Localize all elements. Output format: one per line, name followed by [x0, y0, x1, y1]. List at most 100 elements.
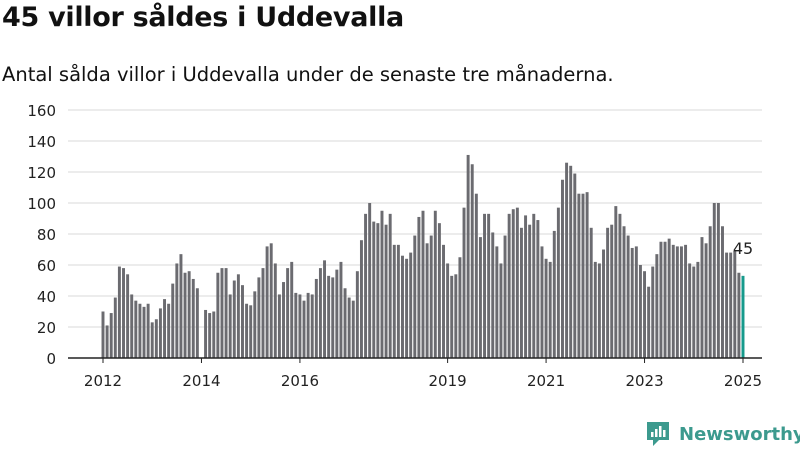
bar: [368, 203, 372, 358]
bar: [737, 272, 741, 358]
highlight-annotation: 45: [733, 239, 753, 258]
bar: [388, 213, 392, 358]
bar: [433, 210, 437, 358]
bar: [417, 216, 421, 358]
bar: [692, 266, 696, 358]
bar: [163, 299, 167, 358]
bar: [294, 292, 298, 358]
bar: [729, 252, 733, 358]
bar: [154, 319, 158, 358]
bar: [249, 305, 253, 358]
bar: [700, 237, 704, 358]
bar: [507, 213, 511, 358]
bar: [597, 263, 601, 358]
bar: [109, 313, 113, 358]
bar: [380, 210, 384, 358]
bar: [643, 271, 647, 358]
bar: [208, 313, 212, 358]
bar: [277, 294, 281, 358]
bar: [556, 207, 560, 358]
x-axis: 2012 2014 2016 2019 2021 2023 2025: [68, 357, 762, 390]
bar: [565, 162, 569, 358]
bar: [688, 263, 692, 358]
bar: [466, 154, 470, 358]
bar: [191, 278, 195, 358]
newsworthy-logo: Newsworthy: [645, 420, 800, 448]
bar: [273, 263, 277, 358]
bar: [585, 192, 589, 358]
bar: [105, 325, 109, 358]
y-tick-label: 60: [37, 257, 56, 275]
bar: [323, 260, 327, 358]
bar: [236, 274, 240, 358]
bar: [589, 227, 593, 358]
bar: [318, 268, 322, 358]
bar: [721, 226, 724, 358]
bar: [425, 243, 429, 358]
bar: [150, 322, 154, 358]
y-tick-label: 160: [27, 102, 56, 120]
bar: [142, 306, 146, 358]
bar: [561, 179, 564, 358]
bar-highlight: [741, 275, 745, 358]
bar: [478, 237, 482, 358]
bar: [298, 294, 302, 358]
x-tick-label: 2019: [429, 372, 467, 390]
bar: [167, 303, 171, 358]
bar: [269, 243, 273, 358]
y-tick-label: 20: [37, 319, 56, 337]
bar: [548, 261, 552, 358]
bar: [392, 244, 396, 358]
bar: [733, 251, 737, 358]
bar: [487, 213, 491, 358]
bar: [257, 277, 261, 358]
bar: [405, 258, 409, 358]
bar: [310, 294, 314, 358]
bar: [228, 294, 232, 358]
bar: [158, 308, 162, 358]
bar: [655, 254, 659, 358]
bar: [339, 261, 343, 358]
bar: [224, 268, 228, 358]
y-tick-label: 100: [27, 195, 56, 213]
bar: [183, 272, 187, 358]
bar: [602, 249, 605, 358]
bar: [187, 271, 191, 358]
bar: [302, 300, 306, 358]
bar: [101, 311, 105, 358]
bar: [569, 165, 573, 358]
bar: [474, 193, 478, 358]
bar: [651, 266, 655, 358]
bar: [528, 224, 532, 358]
bar: [540, 246, 544, 358]
bar: [113, 297, 117, 358]
bar: [712, 203, 716, 358]
bar: [355, 271, 359, 358]
bar: [204, 309, 208, 358]
bar: [593, 261, 597, 358]
bar: [396, 244, 400, 358]
bar: [491, 232, 495, 358]
bar: [364, 213, 368, 358]
bar: [536, 220, 540, 358]
bar: [179, 254, 183, 358]
bar: [384, 224, 388, 358]
bar: [647, 286, 651, 358]
bar: [519, 227, 523, 358]
bar: [146, 303, 150, 358]
bar: [372, 221, 376, 358]
bar: [716, 203, 720, 358]
y-tick-label: 80: [37, 226, 56, 244]
bar: [442, 244, 445, 358]
bar: [122, 268, 125, 358]
bar: [638, 265, 642, 358]
bar: [606, 227, 610, 358]
bar: [413, 235, 417, 358]
x-tick-label: 2021: [527, 372, 565, 390]
bar: [335, 269, 339, 358]
bar: [495, 246, 499, 358]
bar: [450, 275, 454, 358]
bar: [175, 263, 179, 358]
bar: [696, 261, 700, 358]
